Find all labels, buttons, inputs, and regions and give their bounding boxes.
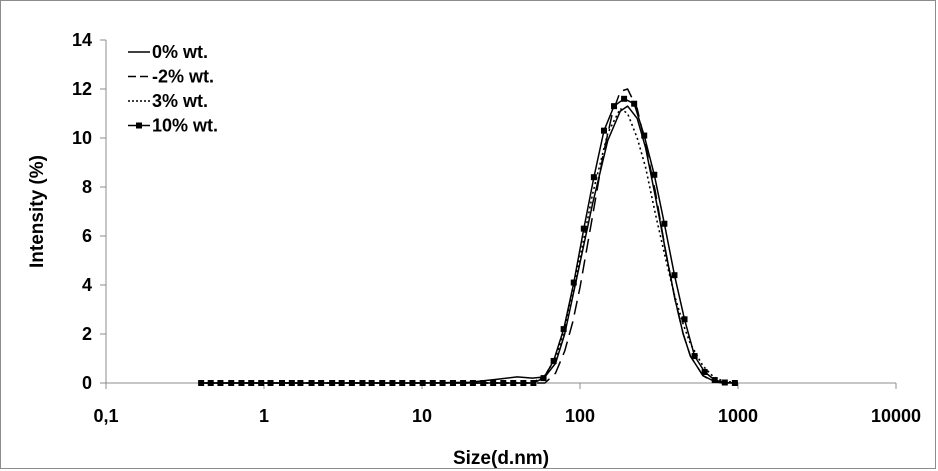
data-point	[238, 380, 245, 386]
series-line	[201, 105, 738, 384]
legend-label: -2% wt.	[152, 67, 214, 87]
data-point	[318, 380, 325, 386]
data-point	[510, 380, 517, 386]
data-point	[429, 380, 436, 386]
x-axis-title: Size(d.nm)	[453, 448, 549, 469]
data-point	[641, 132, 648, 139]
x-tick-label: 1000	[718, 406, 758, 426]
y-tick-label: 10	[72, 128, 92, 148]
data-point	[621, 95, 628, 102]
data-point	[731, 380, 738, 386]
legend-item: 0% wt.	[128, 42, 208, 62]
data-point	[409, 380, 416, 386]
y-tick-label: 6	[82, 226, 92, 246]
data-point	[279, 380, 286, 386]
data-point	[661, 220, 668, 227]
data-point	[520, 380, 527, 386]
series-4	[198, 95, 738, 386]
ticks: 0 2 4 6 8 10 12 14 0,1 1 10 100 1000 10000	[72, 30, 921, 426]
y-tick-label: 4	[82, 275, 92, 295]
data-point	[671, 272, 678, 279]
data-point	[308, 380, 315, 386]
data-point	[389, 380, 396, 386]
data-point	[500, 380, 507, 386]
series-2	[201, 88, 738, 384]
data-point	[248, 380, 255, 386]
data-point	[419, 380, 426, 386]
data-point	[359, 380, 366, 386]
series-line	[201, 88, 738, 384]
y-tick-label: 0	[82, 373, 92, 393]
axes	[105, 40, 896, 384]
x-tick-label: 100	[565, 406, 595, 426]
series-layer	[198, 88, 739, 386]
data-point	[228, 380, 235, 386]
data-point	[258, 380, 265, 386]
legend-item: -2% wt.	[128, 67, 214, 87]
y-axis-title: Intensity (%)	[27, 155, 48, 268]
data-point	[570, 279, 577, 286]
data-point	[480, 380, 487, 386]
data-point	[297, 380, 304, 386]
data-point	[329, 380, 336, 386]
data-point	[681, 316, 688, 323]
legend-item: 3% wt.	[128, 91, 208, 111]
y-tick-label: 12	[72, 79, 92, 99]
data-point	[379, 380, 386, 386]
data-point	[460, 380, 467, 386]
data-point	[590, 174, 597, 181]
data-point	[550, 357, 557, 364]
data-point	[580, 225, 587, 232]
x-tick-label: 10000	[871, 406, 921, 426]
data-point	[368, 380, 375, 386]
data-point	[449, 380, 456, 386]
data-point	[611, 103, 618, 110]
series-line	[201, 107, 739, 384]
series-1	[201, 105, 738, 384]
data-point	[600, 127, 607, 134]
data-point	[701, 368, 708, 375]
data-point	[490, 380, 497, 386]
y-tick-label: 8	[82, 177, 92, 197]
data-point	[207, 380, 214, 386]
y-tick-label: 14	[72, 30, 92, 50]
data-point	[651, 171, 658, 178]
data-point	[198, 380, 205, 386]
data-point	[469, 380, 476, 386]
data-point	[348, 380, 355, 386]
x-tick-label: 10	[412, 406, 432, 426]
x-tick-label: 1	[259, 406, 269, 426]
data-point	[439, 380, 446, 386]
data-point	[530, 380, 537, 386]
data-point	[399, 380, 406, 386]
legend-label: 3% wt.	[152, 91, 208, 111]
data-point	[721, 379, 728, 386]
data-point	[217, 380, 224, 386]
data-point	[691, 353, 698, 360]
series-3	[201, 107, 739, 384]
data-point	[560, 326, 567, 333]
data-point	[288, 380, 295, 386]
data-point	[711, 377, 718, 384]
data-point	[338, 380, 345, 386]
x-tick-label: 0,1	[93, 406, 118, 426]
legend-label: 0% wt.	[152, 42, 208, 62]
legend: 0% wt. -2% wt. 3% wt. 10% wt.	[128, 42, 218, 136]
legend-label: 10% wt.	[152, 116, 218, 136]
legend-item: 10% wt.	[128, 116, 218, 136]
data-point	[631, 100, 638, 107]
data-point	[540, 375, 547, 382]
legend-marker	[136, 122, 142, 129]
series-line	[201, 98, 735, 384]
data-point	[267, 380, 274, 386]
y-tick-label: 2	[82, 324, 92, 344]
